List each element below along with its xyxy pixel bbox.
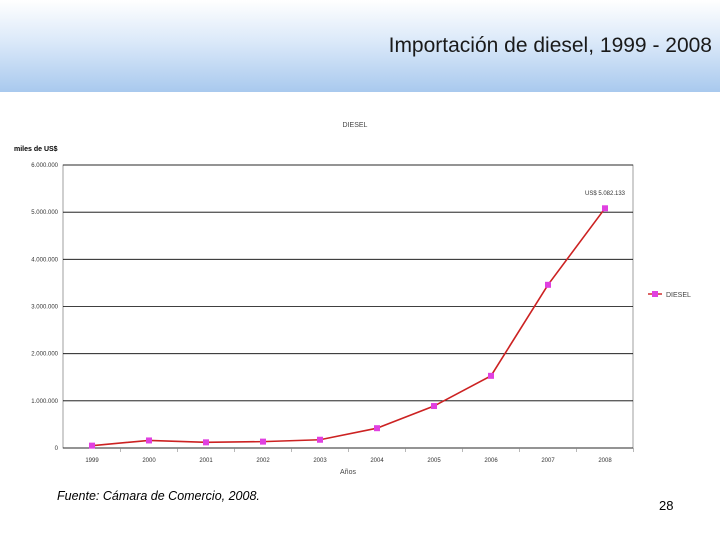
slide-title: Importación de diesel, 1999 - 2008 — [388, 34, 712, 57]
x-tick-label: 2005 — [427, 458, 441, 464]
x-tick-label: 1999 — [85, 458, 99, 464]
y-tick-label: 1.000.000 — [31, 399, 58, 405]
y-tick-label: 0 — [55, 446, 59, 452]
y-axis-label: miles de US$ — [14, 146, 58, 153]
data-point — [317, 436, 323, 443]
y-tick-label: 3.000.000 — [31, 305, 58, 311]
source-note: Fuente: Cámara de Comercio, 2008. — [57, 489, 260, 503]
data-point — [89, 442, 95, 449]
x-tick-label: 2002 — [256, 458, 270, 464]
data-point — [260, 438, 266, 445]
legend-marker — [652, 291, 658, 297]
y-tick-label: 4.000.000 — [31, 257, 58, 263]
x-tick-label: 2001 — [199, 458, 213, 464]
x-tick-label: 2000 — [142, 458, 156, 464]
data-point — [203, 439, 209, 446]
gridlines — [62, 164, 634, 452]
series-line — [91, 207, 606, 447]
series-diesel — [89, 205, 608, 449]
data-point — [431, 403, 437, 410]
data-point — [545, 281, 551, 288]
data-point — [146, 437, 152, 444]
chart-legend: DIESEL — [648, 291, 691, 299]
chart-title: DIESEL — [343, 122, 368, 129]
x-tick-label: 2008 — [598, 458, 612, 464]
legend-label: DIESEL — [666, 292, 691, 299]
slide-header — [0, 0, 720, 92]
y-tick-label: 5.000.000 — [31, 210, 58, 216]
y-tick-label: 6.000.000 — [31, 163, 58, 169]
y-tick-labels: 0 1.000.000 2.000.000 3.000.000 4.000.000 5.0… — [31, 163, 58, 452]
x-axis-label: Años — [340, 469, 356, 476]
data-point — [602, 205, 608, 212]
data-point — [488, 372, 494, 379]
y-tick-label: 2.000.000 — [31, 352, 58, 358]
last-value-annotation: US$ 5.082.133 — [585, 191, 626, 197]
x-tick-label: 2004 — [370, 458, 384, 464]
page-number: 28 — [659, 498, 674, 513]
x-tick-label: 2006 — [484, 458, 498, 464]
x-tick-labels: 1999 2000 2001 2002 2003 2004 2005 2006 2007 2008 — [85, 458, 612, 464]
data-point — [374, 425, 380, 432]
x-tick-label: 2007 — [541, 458, 555, 464]
x-tick-label: 2003 — [313, 458, 327, 464]
